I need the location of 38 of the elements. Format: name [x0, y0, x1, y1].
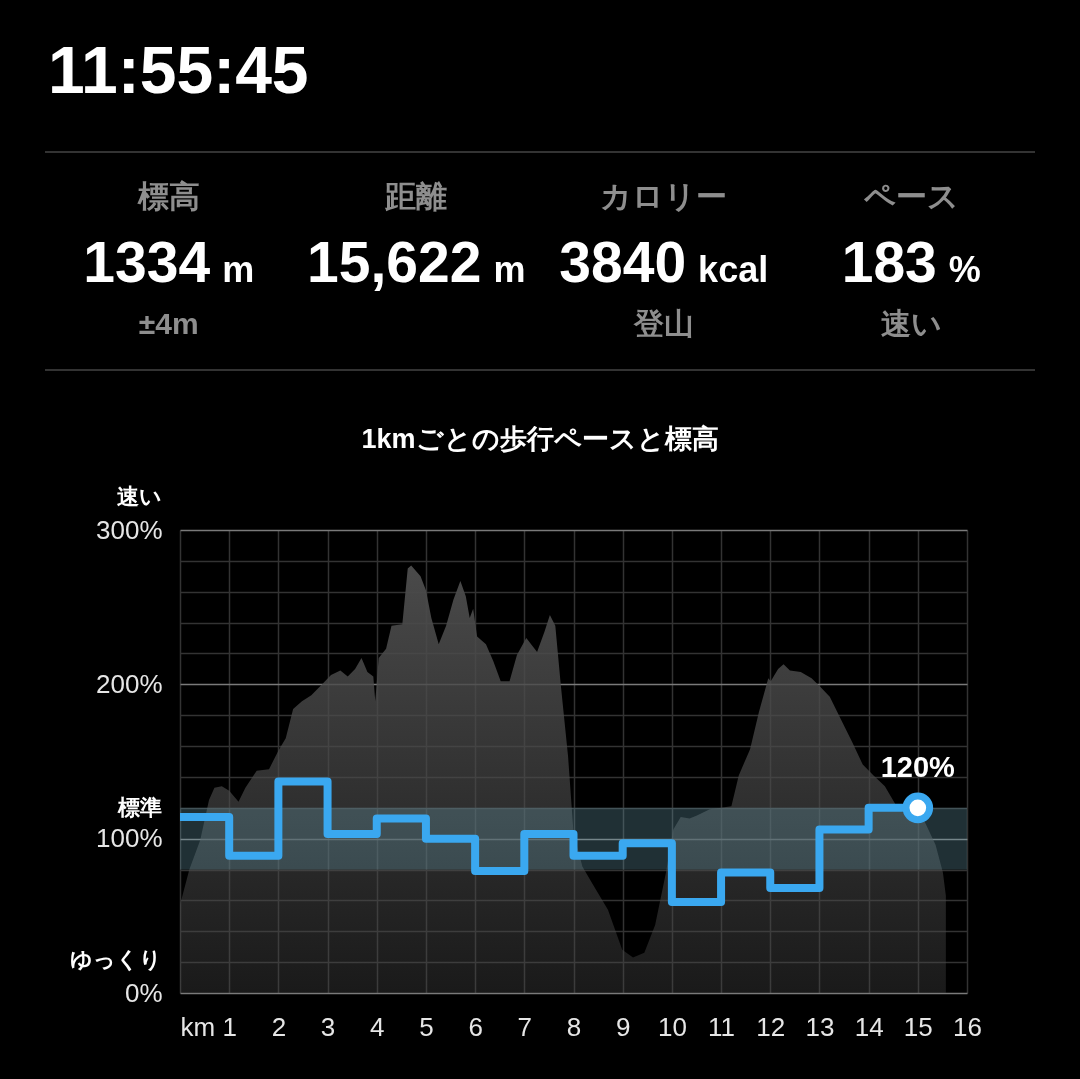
y-tick-label: 200% — [96, 668, 163, 699]
text: 速い — [117, 484, 162, 509]
text: 速い — [880, 307, 942, 340]
x-tick-label: 6 — [468, 1011, 483, 1042]
text: 登山 — [633, 307, 694, 340]
y-tick-label: 0% — [124, 977, 163, 1008]
x-tick-label: 5 — [419, 1011, 434, 1042]
y-tick-label: 300% — [96, 514, 163, 545]
text: 15,622 m — [307, 230, 526, 294]
category-label: 標高 — [136, 179, 200, 214]
x-tick-label: 14 — [854, 1011, 884, 1042]
x-tick-label: 15 — [903, 1011, 933, 1042]
x-axis-title: km — [180, 1011, 216, 1042]
x-tick-label: 16 — [953, 1011, 982, 1042]
x-tick-label: 2 — [271, 1011, 287, 1042]
text: 183 % — [841, 230, 981, 294]
x-tick-label: 9 — [615, 1011, 631, 1042]
x-tick-label: 10 — [657, 1011, 687, 1042]
x-tick-label: 7 — [517, 1011, 533, 1042]
band-label: 標準 — [117, 794, 162, 820]
x-tick-label: 1 — [222, 1011, 237, 1042]
text: 11:55:45 — [48, 33, 309, 107]
chart-title: 1kmごとの歩行ペースと標高 — [361, 424, 719, 454]
x-tick-label: 4 — [370, 1011, 385, 1042]
text: 1334 m — [83, 230, 255, 294]
x-tick-label: 11 — [708, 1011, 736, 1042]
y-tick-label: 100% — [96, 823, 163, 854]
category-label: 距離 — [384, 179, 448, 214]
x-tick-label: 12 — [756, 1011, 786, 1042]
text: ゆっくり — [70, 947, 162, 972]
data-label: 120% — [880, 750, 956, 783]
text: ±4m — [138, 307, 199, 340]
category-label: ペース — [862, 179, 959, 214]
x-tick-label: 13 — [805, 1011, 835, 1042]
x-tick-label: 8 — [566, 1011, 582, 1042]
category-label: カロリー — [600, 179, 728, 214]
text: 3840 kcal — [559, 230, 769, 294]
x-tick-label: 3 — [320, 1011, 336, 1042]
